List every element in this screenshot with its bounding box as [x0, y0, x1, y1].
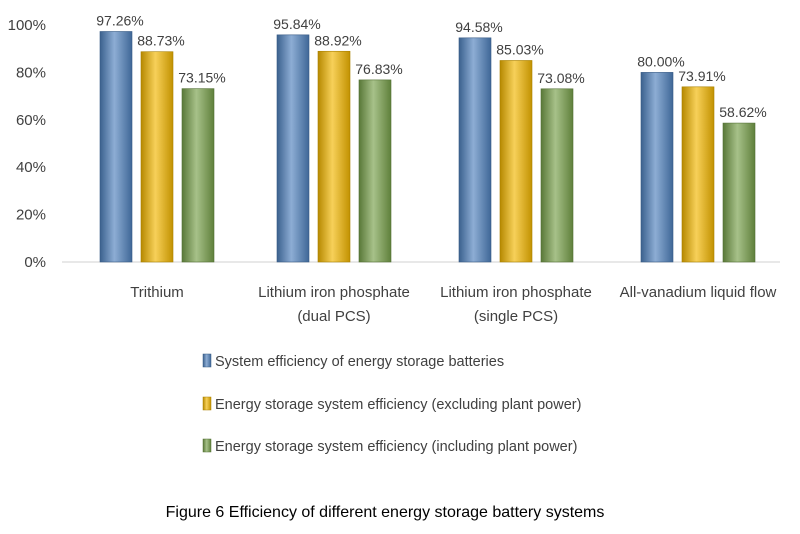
data-label: 58.62%	[719, 104, 766, 120]
y-axis: 0% 20% 40% 60% 80% 100%	[8, 17, 46, 271]
category-label: Lithium iron phosphate	[258, 284, 410, 301]
y-tick-label: 100%	[8, 17, 46, 34]
bar	[99, 31, 133, 263]
bar	[276, 34, 310, 263]
bar	[358, 79, 392, 263]
y-tick-label: 0%	[24, 254, 46, 271]
y-tick-label: 20%	[16, 207, 46, 224]
data-label: 76.83%	[355, 61, 402, 77]
category-label: (single PCS)	[474, 308, 558, 325]
y-tick-label: 80%	[16, 64, 46, 81]
figure-caption: Figure 6 Efficiency of different energy …	[166, 504, 605, 521]
category-label: Trithium	[130, 284, 184, 301]
data-label: 95.84%	[273, 16, 320, 32]
legend-swatch	[202, 438, 212, 453]
data-label: 94.58%	[455, 19, 502, 35]
legend-label: System efficiency of energy storage batt…	[215, 354, 504, 370]
legend-label: Energy storage system efficiency (includ…	[215, 439, 577, 455]
bar	[681, 86, 715, 263]
data-label: 80.00%	[637, 53, 684, 69]
data-label: 73.08%	[537, 70, 584, 86]
category-labels: Trithium Lithium iron phosphate (dual PCS)…	[130, 284, 776, 325]
data-label: 73.91%	[678, 68, 725, 84]
y-tick-label: 40%	[16, 159, 46, 176]
bar	[499, 60, 533, 263]
legend-swatch	[202, 353, 212, 368]
data-label: 97.26%	[96, 12, 143, 28]
category-label: All-vanadium liquid flow	[620, 284, 777, 301]
bars	[99, 31, 756, 263]
category-label: (dual PCS)	[297, 308, 370, 325]
data-label: 88.73%	[137, 33, 184, 49]
data-labels: 97.26% 88.73% 73.15% 95.84%88.92% 76.83% 94.5…	[96, 12, 766, 120]
bar	[317, 50, 351, 263]
data-label: 73.15%	[178, 70, 225, 86]
bar	[540, 88, 574, 263]
legend: System efficiency of energy storage batt…	[202, 353, 581, 455]
bar	[140, 51, 174, 263]
data-label: 85.03%	[496, 41, 543, 57]
legend-label: Energy storage system efficiency (exclud…	[215, 397, 581, 413]
legend-swatch	[202, 396, 212, 411]
bar	[181, 88, 215, 263]
bar	[722, 122, 756, 263]
bar	[458, 37, 492, 263]
y-tick-label: 60%	[16, 112, 46, 129]
data-label: 88.92%	[314, 32, 361, 48]
category-label: Lithium iron phosphate	[440, 284, 592, 301]
bar	[640, 72, 674, 263]
